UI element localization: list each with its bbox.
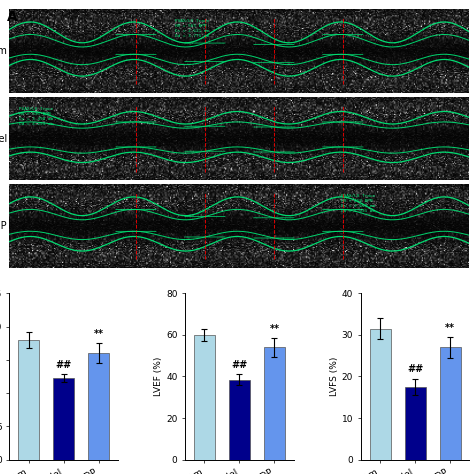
Y-axis label: LVFS (%): LVFS (%)	[330, 357, 339, 396]
Text: Model: Model	[0, 134, 7, 144]
Bar	[229, 380, 250, 460]
Y-axis label: LVEF (%): LVEF (%)	[154, 357, 163, 396]
Text: ##: ##	[231, 360, 247, 370]
Bar	[404, 387, 426, 460]
Text: ##: ##	[407, 365, 423, 374]
Text: STDP: STDP	[0, 221, 7, 231]
Bar	[53, 378, 74, 460]
Text: **: **	[445, 323, 455, 333]
Bar	[264, 347, 285, 460]
Text: **: **	[269, 324, 279, 334]
Bar	[194, 335, 215, 460]
Bar	[439, 347, 461, 460]
Bar	[88, 353, 109, 460]
Text: **: **	[94, 329, 104, 339]
Text: PSAX/LV Trace
HR = 459 BPM
Ds = 2.651 mm
Dd = 4.031 mm: PSAX/LV Trace HR = 459 BPM Ds = 2.651 mm…	[340, 194, 374, 213]
Bar	[370, 328, 391, 460]
Text: A: A	[7, 10, 18, 25]
Text: Sham: Sham	[0, 46, 7, 56]
Text: PSAX/LV Trace
HR = 565 BPM
Ds = 2.631 mm
Dd = 3.775 mm: PSAX/LV Trace HR = 565 BPM Ds = 2.631 mm…	[175, 19, 209, 38]
Text: ##: ##	[55, 360, 72, 370]
Bar	[18, 340, 39, 460]
Text: PSAX/LV Trace
HR = 536 BPM
Ds = 3.490 mm
Dd = 4.291 mm: PSAX/LV Trace HR = 536 BPM Ds = 3.490 mm…	[18, 107, 53, 126]
